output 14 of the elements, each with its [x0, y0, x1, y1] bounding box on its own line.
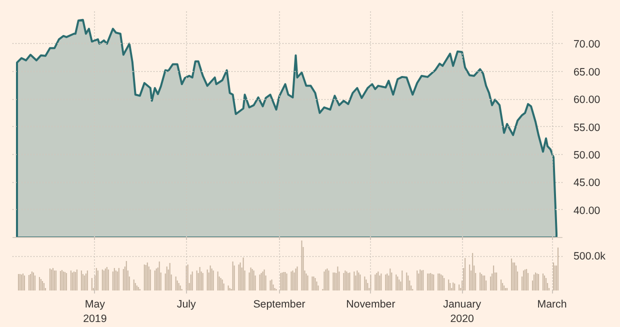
x-tick-label: January 2020: [443, 298, 482, 325]
y-tick-label: 70.00: [574, 38, 600, 51]
x-tick-label: November: [346, 298, 396, 310]
y-tick-label: 65.00: [574, 66, 600, 78]
y-tick-label: 55.00: [574, 122, 600, 134]
x-tick-label: March: [537, 298, 567, 310]
y-tick-label: 45.00: [574, 177, 600, 190]
y-tick-label: 50.00: [574, 149, 600, 162]
ref-line-label: 500.0k: [574, 250, 606, 262]
x-tick-label: July: [176, 298, 196, 310]
y-tick-label: 40.00: [574, 204, 600, 217]
x-tick-label: September: [253, 298, 306, 310]
y-tick-label: 60.00: [574, 94, 600, 106]
x-tick-label: May 2019: [83, 298, 107, 325]
